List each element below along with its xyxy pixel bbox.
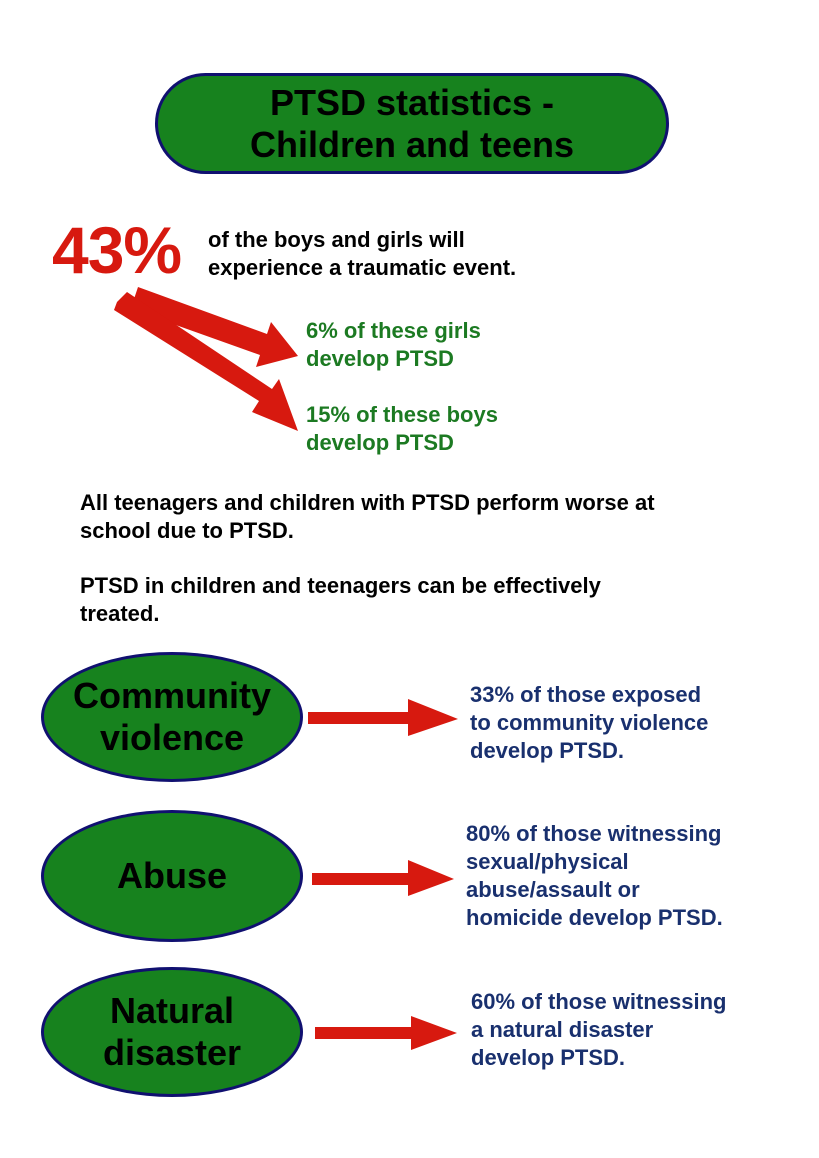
boys-line-1: 15% of these boys [306, 402, 498, 427]
title-pill: PTSD statistics - Children and teens [155, 73, 669, 174]
community-violence-stat-line-2: to community violence [470, 710, 709, 735]
natural-disaster-stat-line-1: 60% of those witnessing [471, 989, 727, 1014]
headline-text: of the boys and girls will experience a … [208, 226, 608, 282]
headline-line-1: of the boys and girls will [208, 227, 465, 252]
natural-disaster-label-line-2: disaster [102, 1032, 242, 1073]
treatment-line-1: PTSD in children and teenagers can be ef… [80, 573, 601, 598]
treatment-line-2: treated. [80, 601, 160, 626]
abuse-oval: Abuse [41, 810, 303, 942]
treatment-statement: PTSD in children and teenagers can be ef… [80, 572, 760, 628]
abuse-stat-line-1: 80% of those witnessing [466, 821, 722, 846]
abuse-stat-line-4: homicide develop PTSD. [466, 905, 723, 930]
boys-ptsd-stat: 15% of these boys develop PTSD [306, 401, 606, 457]
page-title: PTSD statistics - Children and teens [250, 82, 574, 166]
abuse-label: Abuse [116, 855, 228, 896]
natural-disaster-label: Natural disaster [103, 990, 241, 1074]
community-violence-stat-line-1: 33% of those exposed [470, 682, 702, 707]
girls-ptsd-stat: 6% of these girls develop PTSD [306, 317, 606, 373]
arrow-natural-disaster [315, 1016, 457, 1050]
headline-line-2: experience a traumatic event. [208, 255, 517, 280]
arrow-to-girls [131, 287, 298, 367]
abuse-stat: 80% of those witnessing sexual/physical … [466, 820, 806, 932]
natural-disaster-label-line-1: Natural [109, 990, 234, 1031]
community-violence-label-line-2: violence [99, 717, 245, 758]
community-violence-stat: 33% of those exposed to community violen… [470, 681, 790, 765]
community-violence-label-line-1: Community [73, 675, 271, 716]
community-violence-oval: Community violence [41, 652, 303, 782]
natural-disaster-stat-line-3: develop PTSD. [471, 1045, 626, 1070]
school-performance-statement: All teenagers and children with PTSD per… [80, 489, 760, 545]
natural-disaster-oval: Natural disaster [41, 967, 303, 1097]
school-line-1: All teenagers and children with PTSD per… [80, 490, 655, 515]
arrow-community-violence [308, 699, 458, 736]
title-line-2: Children and teens [249, 123, 575, 165]
boys-line-2: develop PTSD [306, 430, 454, 455]
arrow-abuse [312, 860, 454, 896]
natural-disaster-stat-line-2: a natural disaster [471, 1017, 654, 1042]
girls-line-2: develop PTSD [306, 346, 454, 371]
abuse-stat-line-3: abuse/assault or [466, 877, 640, 902]
community-violence-label: Community violence [73, 675, 271, 759]
headline-percent: 43% [52, 213, 182, 287]
title-line-1: PTSD statistics - [269, 81, 555, 123]
arrow-to-boys [114, 292, 298, 431]
community-violence-stat-line-3: develop PTSD. [470, 738, 625, 763]
abuse-stat-line-2: sexual/physical [466, 849, 629, 874]
girls-line-1: 6% of these girls [306, 318, 481, 343]
school-line-2: school due to PTSD. [80, 518, 294, 543]
natural-disaster-stat: 60% of those witnessing a natural disast… [471, 988, 791, 1072]
